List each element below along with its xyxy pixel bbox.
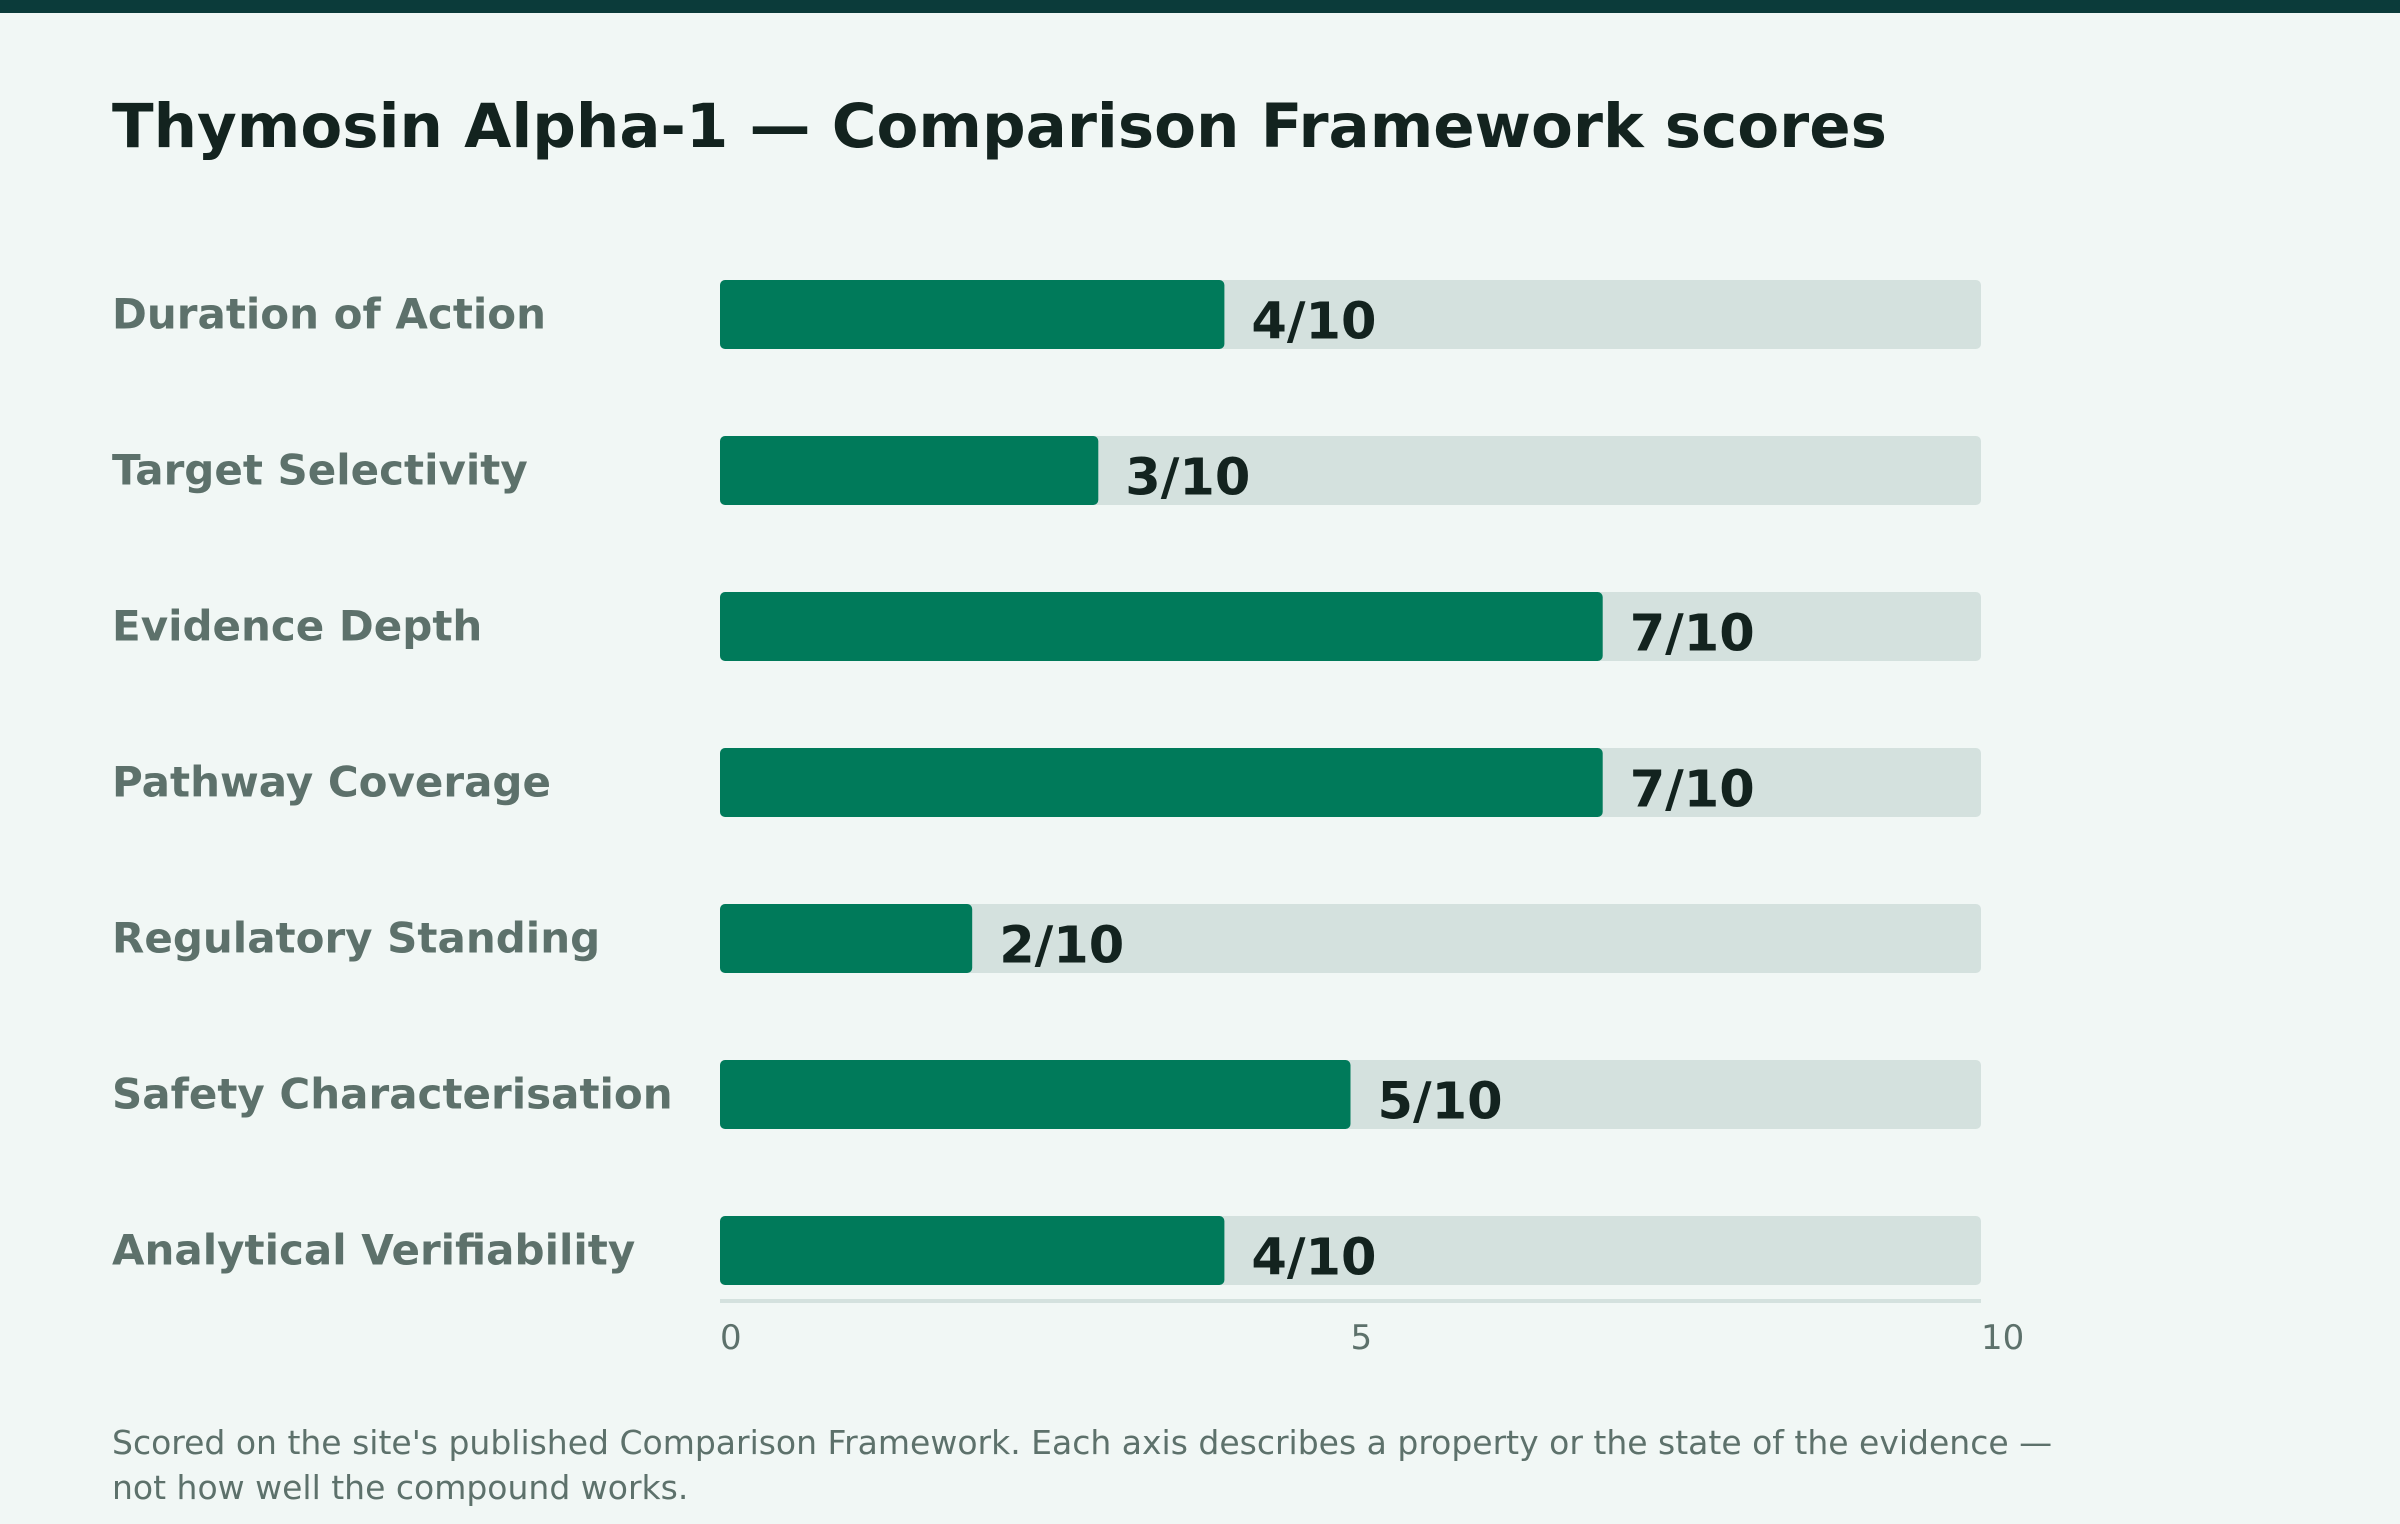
category-label: Evidence Depth <box>112 602 482 651</box>
bar <box>720 436 1099 505</box>
bar <box>720 1060 1351 1129</box>
value-label: 7/10 <box>1630 605 1755 664</box>
bar <box>720 1216 1225 1285</box>
bar <box>720 904 973 973</box>
chart-title: Thymosin Alpha-1 — Comparison Framework … <box>112 91 1887 162</box>
top-stripe <box>0 0 2400 13</box>
x-tick-label: 0 <box>720 1318 742 1358</box>
x-tick-label: 10 <box>1981 1318 2024 1358</box>
category-label: Target Selectivity <box>112 446 528 495</box>
x-tick-label: 5 <box>1351 1318 1373 1358</box>
score-bar-chart: Duration of Action 4/10 Target Selectivity… <box>112 280 2024 1358</box>
value-label: 4/10 <box>1251 1229 1376 1288</box>
category-label: Duration of Action <box>112 290 546 339</box>
value-label: 5/10 <box>1378 1073 1503 1132</box>
footnote: Scored on the site's published Compariso… <box>112 1423 2053 1507</box>
value-label: 3/10 <box>1125 449 1250 508</box>
bar <box>720 280 1225 349</box>
bar <box>720 592 1603 661</box>
value-label: 2/10 <box>999 917 1124 976</box>
category-label: Pathway Coverage <box>112 758 551 807</box>
category-label: Regulatory Standing <box>112 914 600 963</box>
value-label: 4/10 <box>1251 293 1376 352</box>
category-label: Analytical Verifiability <box>112 1226 635 1275</box>
bar-track <box>720 904 1981 973</box>
category-label: Safety Characterisation <box>112 1070 673 1119</box>
bar <box>720 748 1603 817</box>
value-label: 7/10 <box>1630 761 1755 820</box>
